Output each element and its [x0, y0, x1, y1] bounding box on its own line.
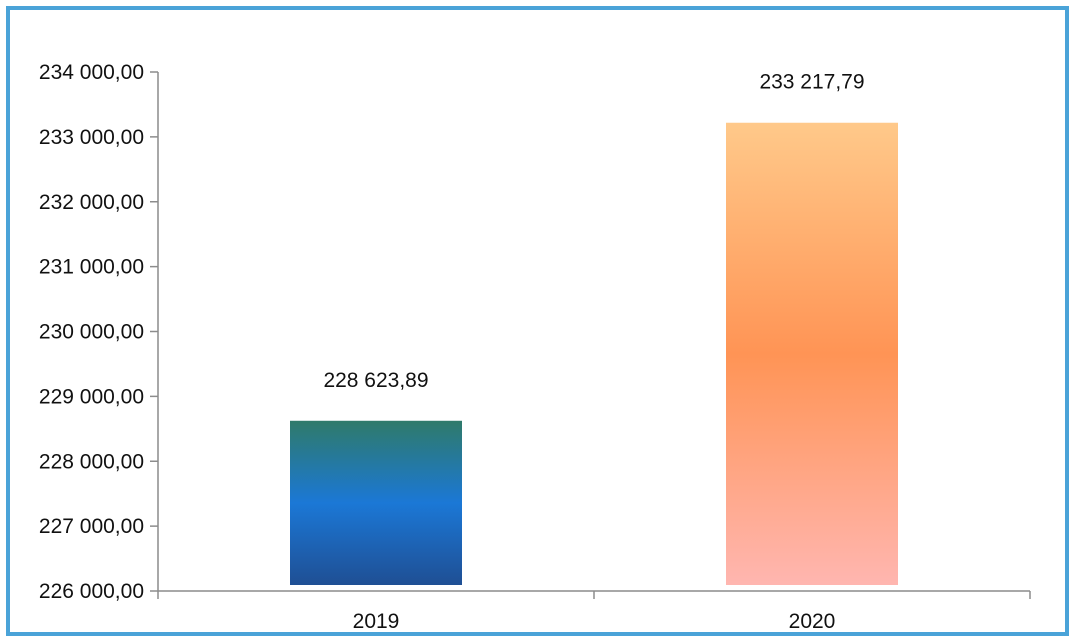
axes: 226 000,00 227 000,00 228 000,00 229 000,00…	[39, 61, 1031, 603]
y-tick-label: 233 000,00	[39, 126, 144, 149]
x-tick-label-2020: 2020	[789, 610, 836, 633]
data-label-2020: 233 217,79	[759, 71, 864, 94]
y-tick-label: 228 000,00	[39, 450, 144, 473]
y-tick-label: 229 000,00	[39, 385, 144, 408]
data-label-2019: 228 623,89	[323, 369, 428, 392]
bars	[290, 122, 898, 585]
y-tick-label: 227 000,00	[39, 515, 144, 538]
bar-2020	[726, 122, 898, 585]
y-tick-label: 232 000,00	[39, 191, 144, 214]
x-tick-label-2019: 2019	[353, 610, 400, 633]
y-tick-label: 234 000,00	[39, 61, 144, 84]
labels: 228 623,89 2019 233 217,79 2020	[323, 71, 864, 633]
y-tick-label: 226 000,00	[39, 580, 144, 603]
y-tick-label: 231 000,00	[39, 256, 144, 279]
bar-2019	[290, 420, 462, 585]
y-tick-label: 230 000,00	[39, 321, 144, 344]
